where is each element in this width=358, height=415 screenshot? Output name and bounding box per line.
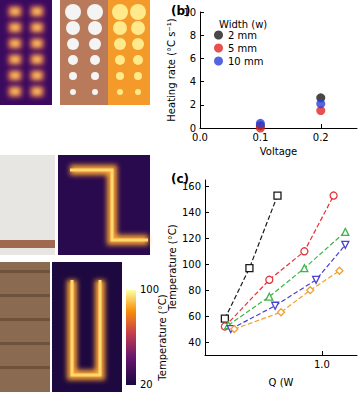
svg-text:Width (w): Width (w) bbox=[219, 19, 267, 30]
svg-text:Q (W: Q (W bbox=[269, 377, 294, 388]
svg-text:2 mm: 2 mm bbox=[228, 30, 257, 41]
svg-text:0: 0 bbox=[189, 122, 196, 134]
svg-text:10 mm: 10 mm bbox=[228, 56, 263, 67]
svg-text:6: 6 bbox=[190, 53, 196, 64]
svg-text:60: 60 bbox=[188, 311, 201, 322]
svg-text:100: 100 bbox=[182, 259, 201, 270]
svg-text:0.1: 0.1 bbox=[252, 132, 268, 143]
svg-text:Voltage: Voltage bbox=[260, 146, 298, 157]
svg-text:5 mm: 5 mm bbox=[228, 43, 257, 54]
svg-text:140: 140 bbox=[182, 207, 201, 218]
svg-text:160: 160 bbox=[181, 181, 201, 192]
svg-text:0.0: 0.0 bbox=[192, 132, 208, 143]
svg-text:80: 80 bbox=[188, 285, 201, 296]
svg-text:Heating rate (°C s⁻¹): Heating rate (°C s⁻¹) bbox=[166, 18, 177, 121]
svg-text:0.2: 0.2 bbox=[313, 132, 329, 143]
svg-text:Temperature (°C): Temperature (°C) bbox=[167, 224, 178, 311]
svg-text:4: 4 bbox=[190, 76, 196, 87]
svg-text:8: 8 bbox=[190, 30, 196, 41]
svg-text:120: 120 bbox=[182, 233, 201, 244]
svg-text:40: 40 bbox=[188, 337, 201, 348]
svg-text:(b): (b) bbox=[171, 4, 191, 18]
svg-text:20: 20 bbox=[140, 379, 153, 390]
svg-text:100: 100 bbox=[140, 284, 159, 295]
svg-text:Temperature (°C): Temperature (°C) bbox=[157, 294, 168, 381]
svg-text:2: 2 bbox=[190, 99, 196, 110]
svg-text:(c): (c) bbox=[171, 172, 189, 186]
svg-text:1.0: 1.0 bbox=[314, 359, 330, 370]
